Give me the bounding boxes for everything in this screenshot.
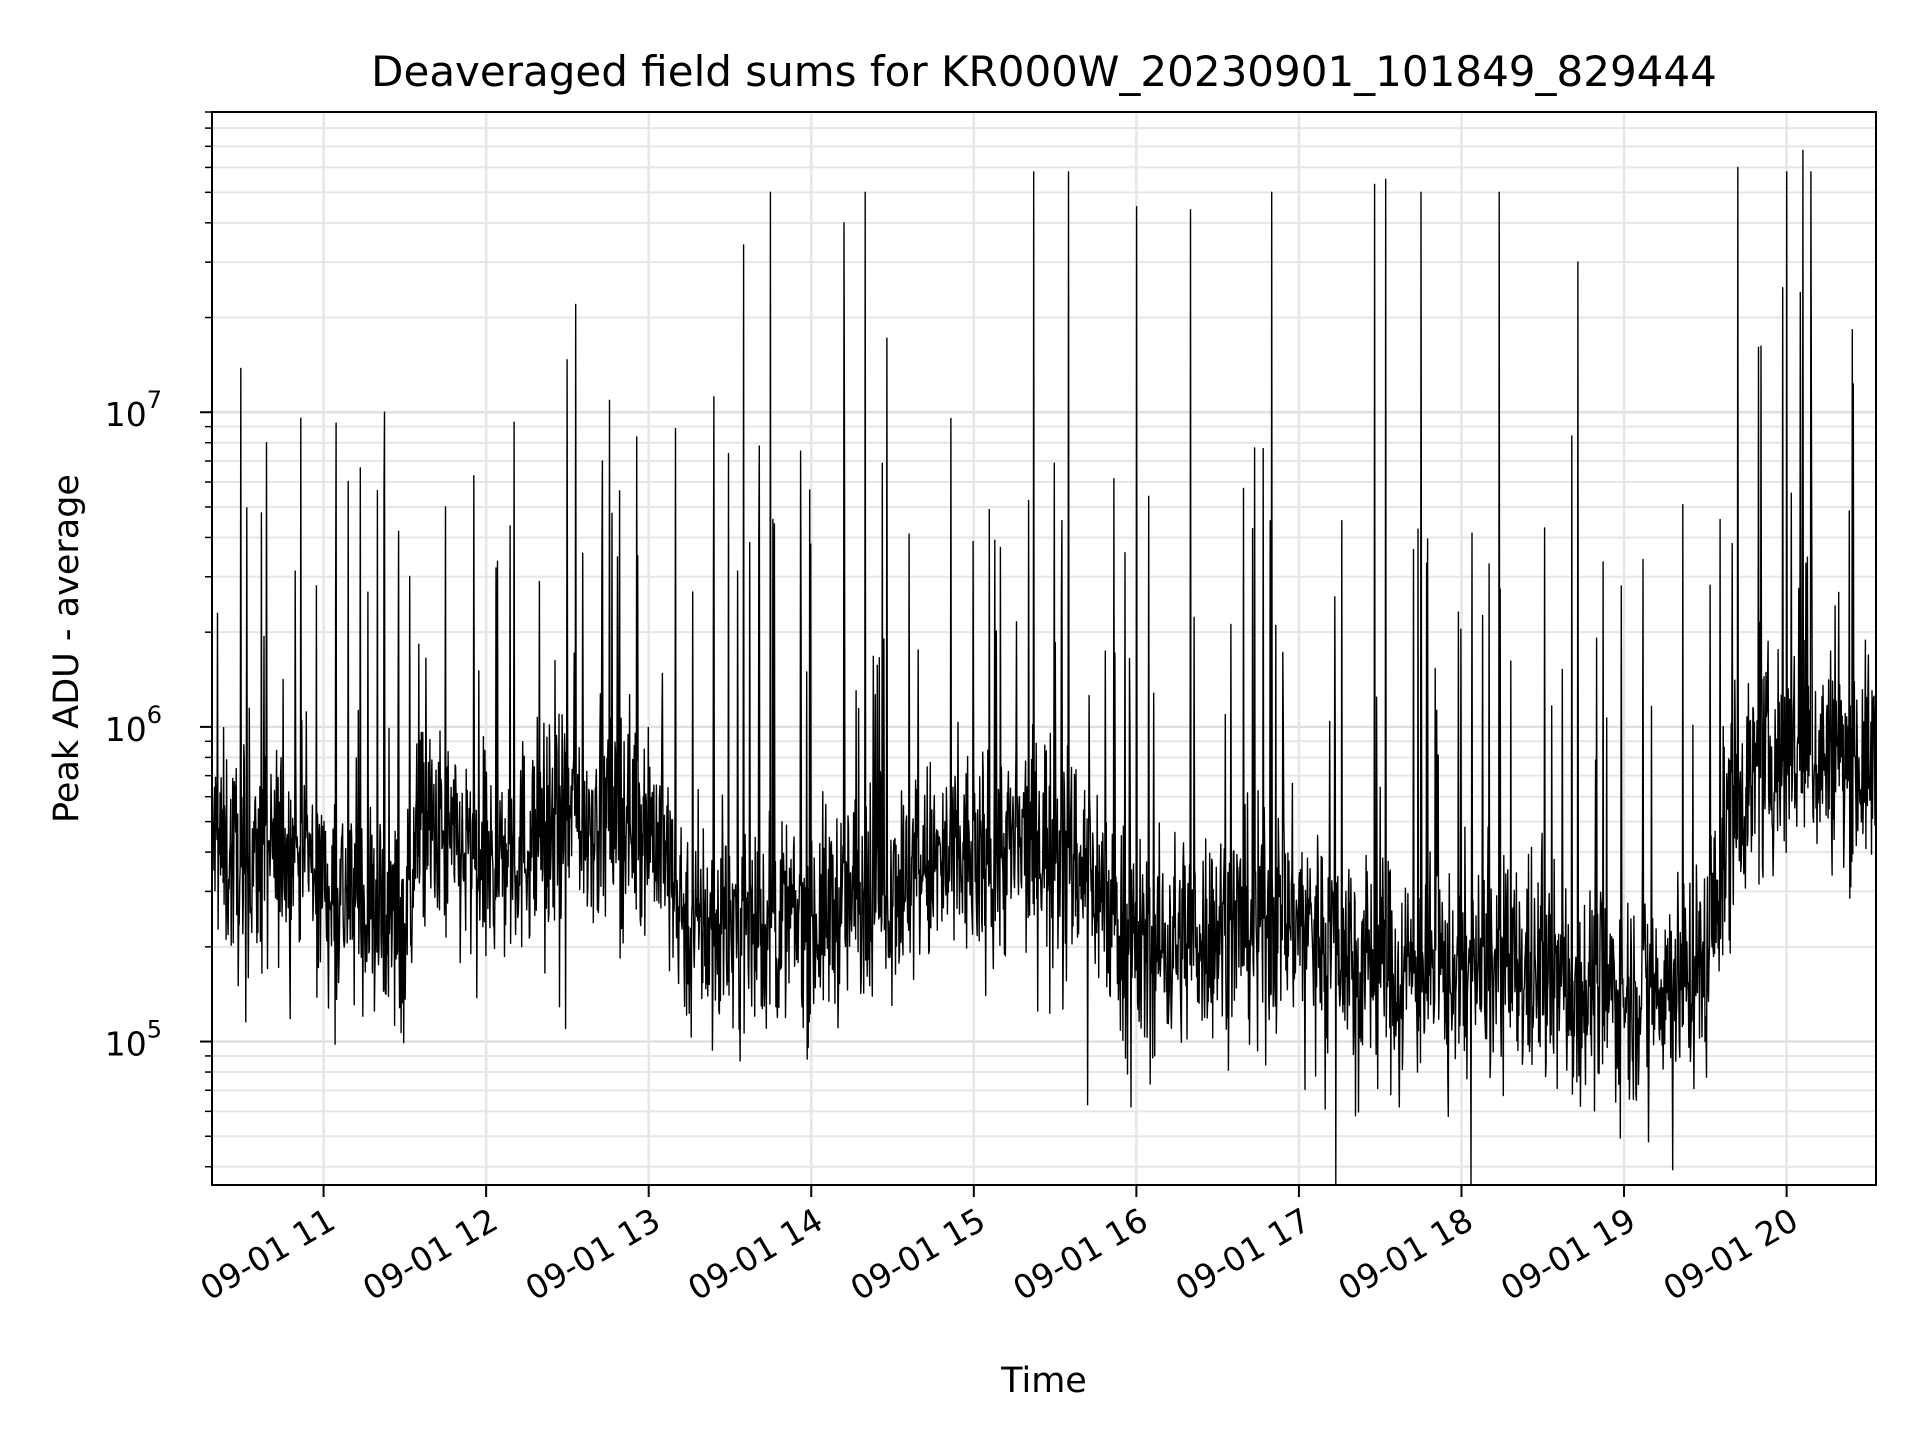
- plot-area-frame: [211, 111, 1877, 1186]
- y-tick-exponent: 7: [147, 386, 162, 414]
- x-axis-label: Time: [1000, 1361, 1087, 1401]
- y-tick-exponent: 6: [147, 701, 162, 729]
- y-tick-exponent: 5: [147, 1016, 162, 1044]
- chart-title: Deaveraged field sums for KR000W_2023090…: [371, 47, 1717, 96]
- series-line: [211, 149, 1877, 1186]
- y-axis-label: Peak ADU - average: [47, 474, 87, 823]
- data-layer: [211, 149, 1877, 1186]
